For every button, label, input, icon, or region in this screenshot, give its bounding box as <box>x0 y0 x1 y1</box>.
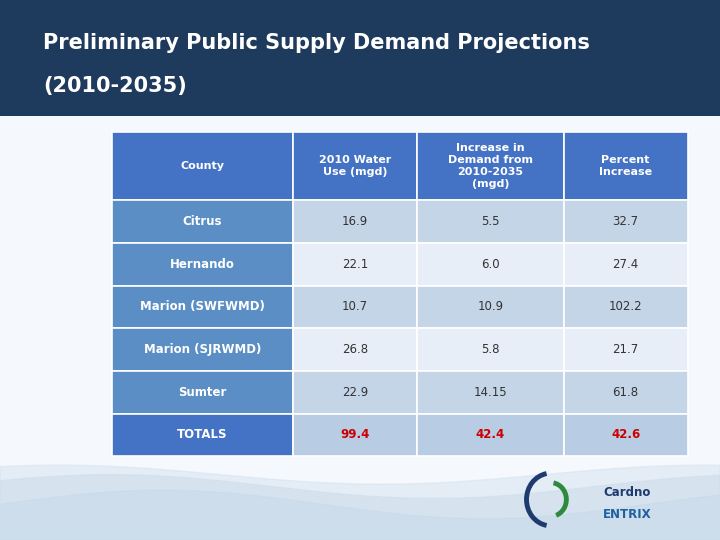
Text: Marion (SWFWMD): Marion (SWFWMD) <box>140 300 265 314</box>
Text: 16.9: 16.9 <box>342 215 368 228</box>
Text: (2010-2035): (2010-2035) <box>43 76 187 97</box>
Text: 26.8: 26.8 <box>342 343 368 356</box>
Text: TOTALS: TOTALS <box>177 428 228 442</box>
Text: 10.7: 10.7 <box>342 300 368 314</box>
Text: 99.4: 99.4 <box>341 428 369 442</box>
Text: 42.4: 42.4 <box>476 428 505 442</box>
Text: Hernando: Hernando <box>170 258 235 271</box>
Text: 14.15: 14.15 <box>474 386 507 399</box>
Text: Cardno: Cardno <box>603 486 651 499</box>
Text: 27.4: 27.4 <box>613 258 639 271</box>
Text: ENTRIX: ENTRIX <box>603 508 652 521</box>
Text: Preliminary Public Supply Demand Projections: Preliminary Public Supply Demand Project… <box>43 33 590 53</box>
Text: 5.8: 5.8 <box>481 343 500 356</box>
Text: County: County <box>180 161 225 171</box>
Text: 2010 Water
Use (mgd): 2010 Water Use (mgd) <box>319 156 391 177</box>
Text: Percent
Increase: Percent Increase <box>599 156 652 177</box>
Text: Citrus: Citrus <box>183 215 222 228</box>
Text: 61.8: 61.8 <box>613 386 639 399</box>
Text: 22.9: 22.9 <box>342 386 368 399</box>
Text: 10.9: 10.9 <box>477 300 503 314</box>
Text: Sumter: Sumter <box>178 386 227 399</box>
Text: 5.5: 5.5 <box>481 215 500 228</box>
Text: 6.0: 6.0 <box>481 258 500 271</box>
Text: Increase in
Demand from
2010-2035
(mgd): Increase in Demand from 2010-2035 (mgd) <box>448 143 533 190</box>
Text: 22.1: 22.1 <box>342 258 368 271</box>
Text: 32.7: 32.7 <box>613 215 639 228</box>
Text: 21.7: 21.7 <box>613 343 639 356</box>
Text: 42.6: 42.6 <box>611 428 640 442</box>
Text: Marion (SJRWMD): Marion (SJRWMD) <box>143 343 261 356</box>
Text: 102.2: 102.2 <box>609 300 642 314</box>
